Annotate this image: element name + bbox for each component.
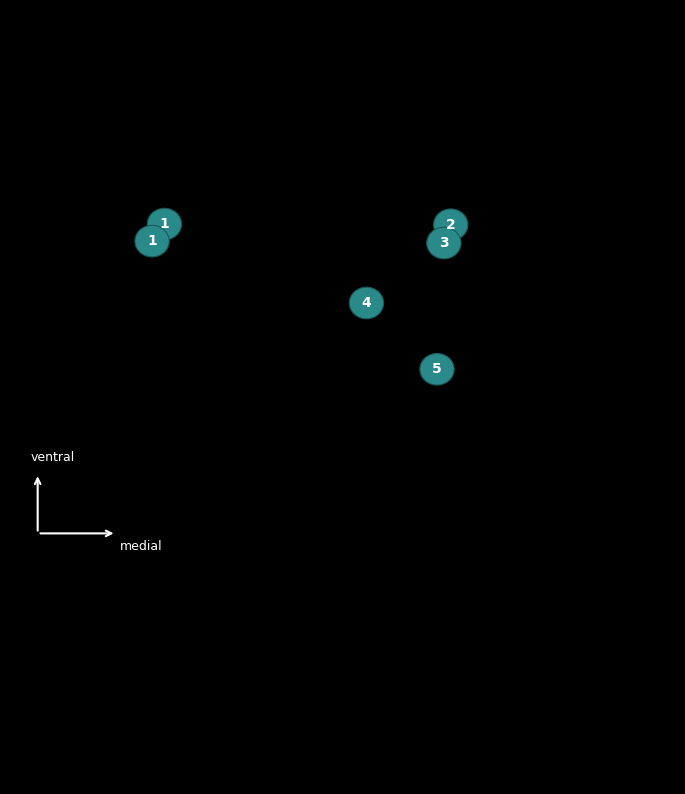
Circle shape [135, 225, 169, 257]
Text: 1: 1 [160, 217, 169, 231]
Text: 3: 3 [439, 236, 449, 250]
Text: ventral: ventral [31, 451, 75, 464]
Text: 4: 4 [362, 296, 371, 310]
Text: 2. brachial a.: 2. brachial a. [34, 705, 140, 720]
Circle shape [420, 353, 454, 385]
Circle shape [147, 208, 182, 240]
Text: 5: 5 [432, 362, 442, 376]
Text: 1: 1 [147, 234, 157, 249]
Circle shape [349, 287, 384, 318]
Text: 5. ulnar n.: 5. ulnar n. [356, 750, 438, 765]
Text: 3. median n.: 3. median n. [356, 705, 458, 720]
Circle shape [434, 209, 468, 241]
Text: 4. medial intermuscular septum: 4. medial intermuscular septum [34, 750, 292, 765]
Text: 2: 2 [446, 218, 456, 232]
Text: 1. radial n. (superficial and deep branches): 1. radial n. (superficial and deep branc… [34, 663, 382, 678]
Circle shape [427, 227, 461, 259]
Text: medial: medial [120, 540, 162, 553]
